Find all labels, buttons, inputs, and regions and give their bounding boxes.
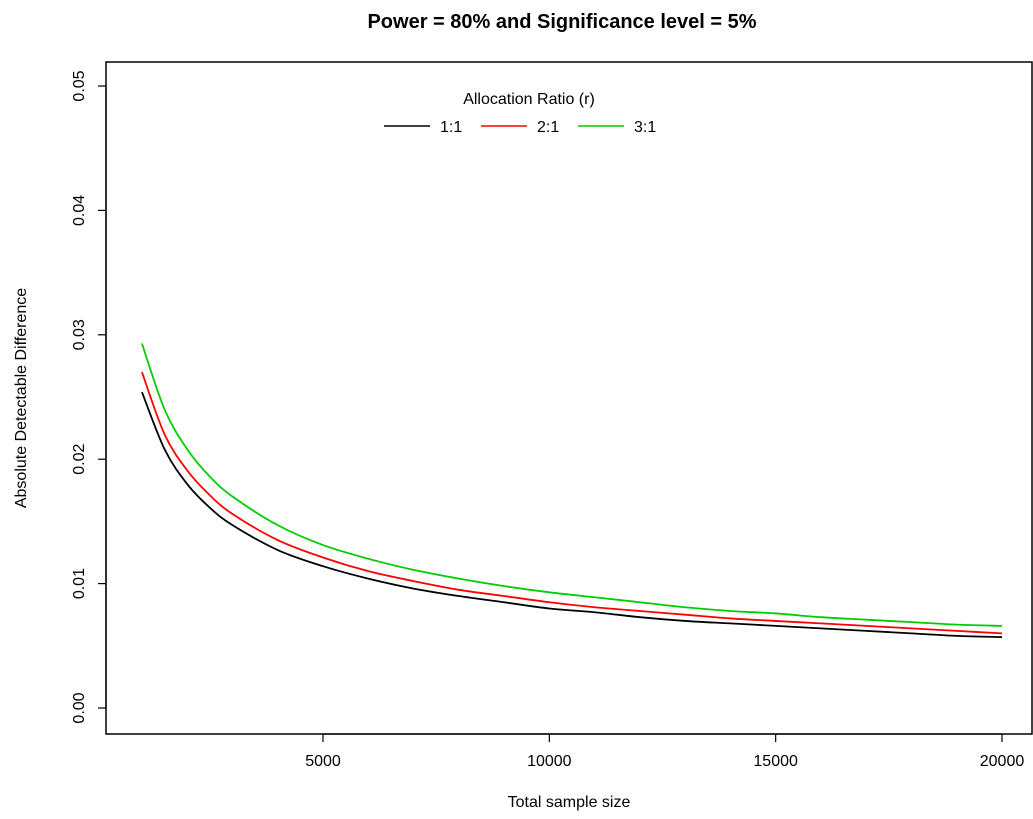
y-tick-label: 0.05: [71, 70, 88, 101]
chart-title: Power = 80% and Significance level = 5%: [367, 11, 756, 33]
y-tick-label: 0.03: [71, 319, 88, 350]
y-tick-label: 0.02: [71, 444, 88, 475]
legend-label-2: 2:1: [537, 119, 559, 136]
y-axis: 0.00 0.01 0.02 0.03 0.04 0.05: [71, 70, 107, 724]
x-tick-label: 5000: [305, 753, 341, 770]
y-tick-label: 0.01: [71, 568, 88, 599]
series-line-2: [141, 371, 1003, 635]
x-tick-label: 15000: [753, 753, 798, 770]
legend-label-3: 3:1: [634, 119, 656, 136]
series-line-1: [141, 391, 1003, 638]
x-axis-label: Total sample size: [508, 794, 631, 811]
x-tick-label: 10000: [527, 753, 572, 770]
legend-title: Allocation Ratio (r): [463, 91, 595, 108]
series-group: [141, 343, 1003, 638]
series-line-3: [141, 343, 1003, 627]
x-tick-label: 20000: [980, 753, 1025, 770]
y-tick-label: 0.04: [71, 195, 88, 226]
y-tick-label: 0.00: [71, 692, 88, 723]
legend-label-1: 1:1: [440, 119, 462, 136]
legend: Allocation Ratio (r) 1:1 2:1 3:1: [384, 91, 656, 136]
y-axis-label: Absolute Detectable Difference: [13, 288, 30, 508]
x-axis: 5000 10000 15000 20000: [305, 733, 1025, 770]
